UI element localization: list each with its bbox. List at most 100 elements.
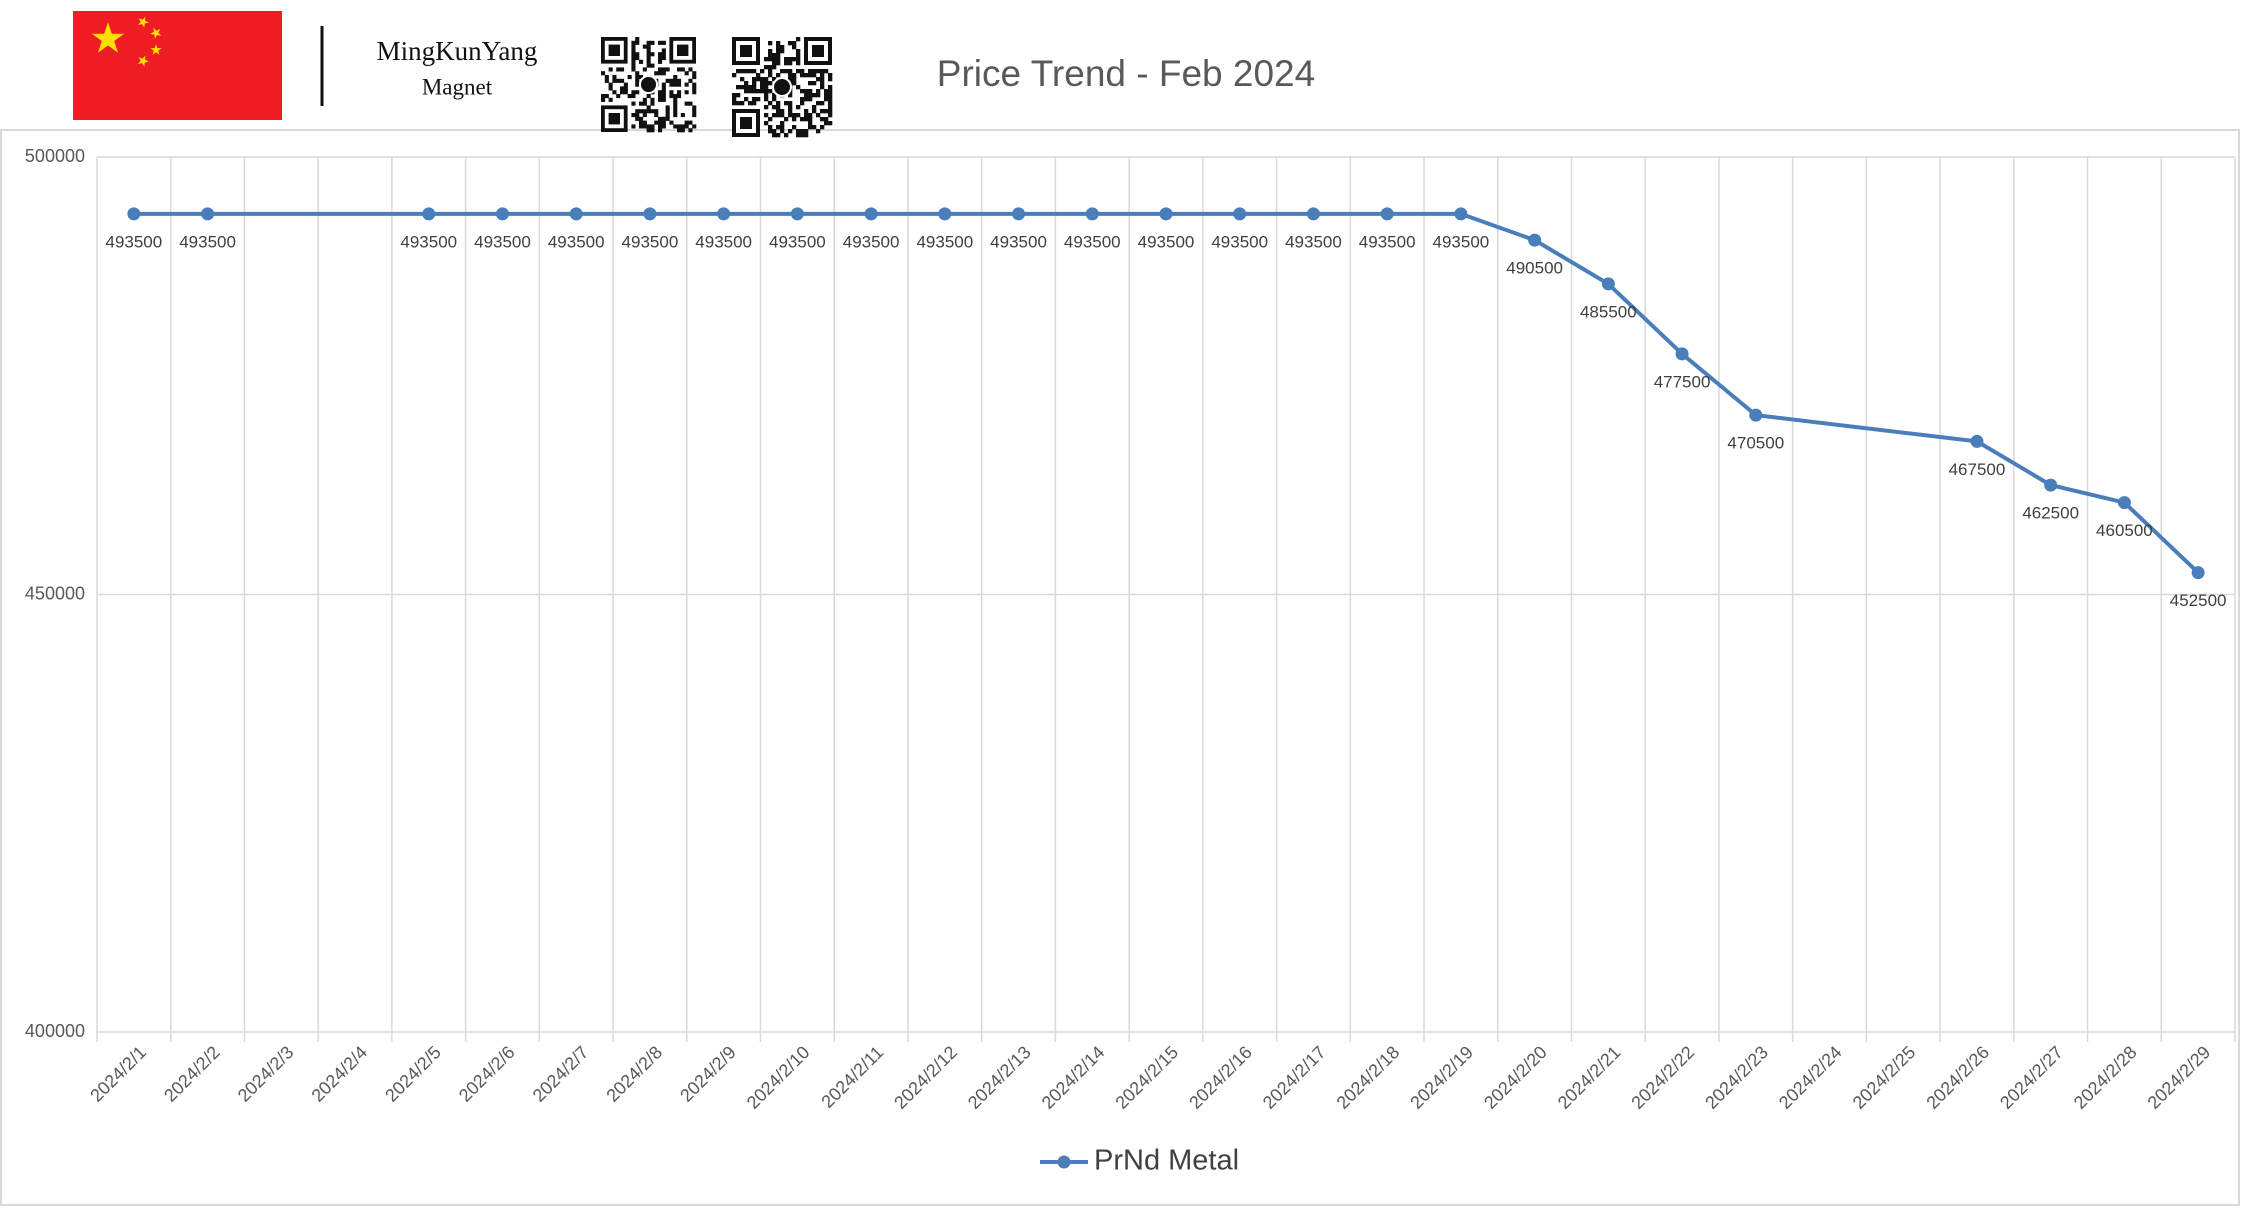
qr-cell [792,57,797,62]
qr-cell [684,120,689,125]
qr-cell [661,116,666,121]
qr-cell [784,61,789,66]
data-point [864,207,878,221]
qr-cell [642,109,647,114]
qr-icon [638,74,659,95]
qr-cell [623,82,628,87]
qr-cell [764,57,769,62]
qr-cell [688,101,693,106]
qr-cell [650,128,655,133]
qr-cell [642,67,647,72]
qr-cell [642,101,647,106]
data-label: 452500 [2170,591,2227,610]
qr-cell [824,117,829,122]
data-point [717,207,731,221]
qr-cell [612,90,617,95]
qr-cell [658,56,663,61]
qr-cell [820,117,825,122]
qr-cell [661,94,666,99]
qr-cell [796,69,801,74]
qr-cell [780,113,785,118]
qr-cell [661,67,666,72]
qr-cell [776,57,781,62]
qr-cell [680,124,685,129]
qr-cell [768,101,773,106]
qr-cell [692,75,697,80]
qr-cell [764,77,769,82]
qr-cell [661,71,666,76]
qr-cell [816,77,821,82]
qr-cell [768,41,773,46]
qr-cell [808,93,813,98]
qr-cell [828,93,833,98]
qr-cell [688,128,693,133]
qr-cell [792,77,797,82]
qr-cell [756,89,761,94]
data-point [1233,207,1247,221]
x-tick-label: 2024/2/18 [1333,1042,1404,1113]
qr-cell [623,90,628,95]
qr-cell [812,73,817,78]
qr-cell [776,113,781,118]
qr-cell [650,109,655,114]
qr-code [601,37,697,133]
qr-cell [646,128,651,133]
qr-cell [812,81,817,86]
qr-cell [780,109,785,114]
qr-cell [752,77,757,82]
qr-cell [677,67,682,72]
qr-cell [788,129,793,134]
qr-cell [820,77,825,82]
qr-cell [760,69,765,74]
qr-cell [748,69,753,74]
qr-cell [650,52,655,57]
qr-cell [820,73,825,78]
y-tick-label: 450000 [25,583,85,603]
qr-icon [772,77,792,97]
qr-cell [788,61,793,66]
qr-cell [669,90,674,95]
qr-cell [673,109,678,114]
qr-cell [812,93,817,98]
qr-cell [654,71,659,76]
qr-cell [824,109,829,114]
qr-cell [665,109,670,114]
qr-cell [744,85,749,90]
qr-cell [673,78,678,83]
qr-cell [692,86,697,91]
data-label: 490500 [1506,259,1563,278]
x-tick-label: 2024/2/24 [1775,1042,1846,1113]
qr-cell [784,69,789,74]
qr-cell [673,82,678,87]
data-point [1380,207,1394,221]
qr-cell [673,113,678,118]
qr-cell [788,105,793,110]
x-tick-label: 2024/2/22 [1627,1042,1698,1113]
qr-cell [796,37,801,42]
qr-cell [680,113,685,118]
qr-cell [642,113,647,118]
qr-cell [768,89,773,94]
x-tick-label: 2024/2/21 [1554,1042,1625,1113]
qr-cell [646,105,651,110]
qr-cell [756,73,761,78]
qr-cell [635,52,640,57]
qr-cell [816,129,821,134]
qr-cell [639,116,644,121]
qr-cell [692,105,697,110]
qr-cell [684,124,689,129]
qr-cell [764,81,769,86]
qr-cell [677,128,682,133]
qr-cell [692,109,697,114]
qr-cell [800,69,805,74]
x-tick-label: 2024/2/9 [676,1042,740,1106]
qr-cell [772,93,777,98]
qr-cell [646,44,651,49]
qr-cell [646,52,651,57]
qr-cell [828,89,833,94]
data-label: 493500 [1138,232,1195,251]
qr-cell [732,101,737,106]
qr-cell [623,86,628,91]
qr-cell [804,133,809,138]
qr-cell [752,101,757,106]
